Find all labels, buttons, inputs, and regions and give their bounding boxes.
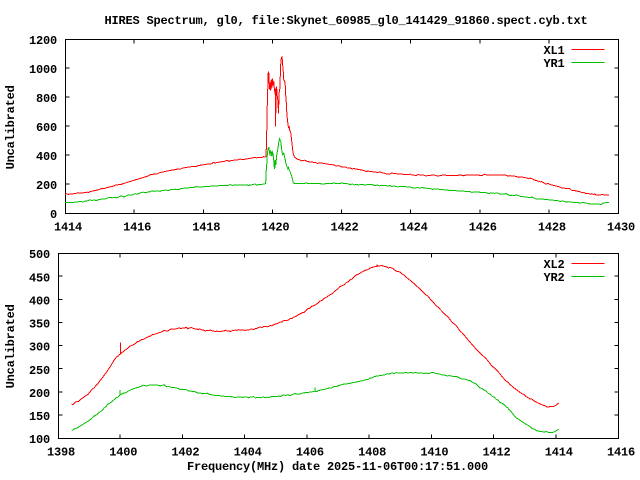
svg-text:HIRES Spectrum, gl0, file:Skyn: HIRES Spectrum, gl0, file:Skynet_60985_g…	[104, 14, 587, 28]
svg-text:YR2: YR2	[544, 271, 565, 285]
svg-text:XL2: XL2	[544, 258, 565, 272]
svg-text:400: 400	[36, 150, 57, 164]
svg-text:200: 200	[36, 179, 57, 193]
svg-text:1420: 1420	[261, 221, 289, 235]
svg-text:1416: 1416	[123, 221, 151, 235]
svg-text:250: 250	[29, 364, 50, 378]
svg-text:Frequency(MHz) date 2025-11-06: Frequency(MHz) date 2025-11-06T00:17:51.…	[187, 460, 488, 474]
svg-text:600: 600	[36, 121, 57, 135]
svg-text:1422: 1422	[330, 221, 358, 235]
svg-text:100: 100	[29, 433, 50, 447]
svg-text:1428: 1428	[538, 221, 566, 235]
svg-text:1430: 1430	[607, 221, 635, 235]
svg-text:Uncalibrated: Uncalibrated	[4, 304, 18, 388]
svg-text:1424: 1424	[400, 221, 428, 235]
svg-text:0: 0	[50, 208, 57, 222]
svg-text:1414: 1414	[545, 446, 573, 460]
svg-text:1400: 1400	[109, 446, 137, 460]
svg-text:XL1: XL1	[544, 44, 565, 58]
svg-text:1418: 1418	[192, 221, 220, 235]
svg-text:1410: 1410	[420, 446, 448, 460]
svg-text:500: 500	[29, 248, 50, 262]
svg-text:1404: 1404	[234, 446, 262, 460]
svg-text:1414: 1414	[54, 221, 82, 235]
svg-text:400: 400	[29, 294, 50, 308]
svg-text:1398: 1398	[47, 446, 75, 460]
svg-text:300: 300	[29, 341, 50, 355]
svg-text:1426: 1426	[469, 221, 497, 235]
svg-text:350: 350	[29, 318, 50, 332]
svg-text:1402: 1402	[171, 446, 199, 460]
svg-text:Uncalibrated: Uncalibrated	[4, 85, 18, 169]
svg-text:YR1: YR1	[544, 57, 565, 71]
svg-text:450: 450	[29, 271, 50, 285]
svg-text:1408: 1408	[358, 446, 386, 460]
svg-text:1000: 1000	[29, 63, 57, 77]
svg-text:1412: 1412	[483, 446, 511, 460]
svg-text:200: 200	[29, 387, 50, 401]
svg-text:1200: 1200	[29, 34, 57, 48]
svg-text:1406: 1406	[296, 446, 324, 460]
svg-text:800: 800	[36, 92, 57, 106]
svg-text:150: 150	[29, 410, 50, 424]
svg-text:1416: 1416	[607, 446, 635, 460]
